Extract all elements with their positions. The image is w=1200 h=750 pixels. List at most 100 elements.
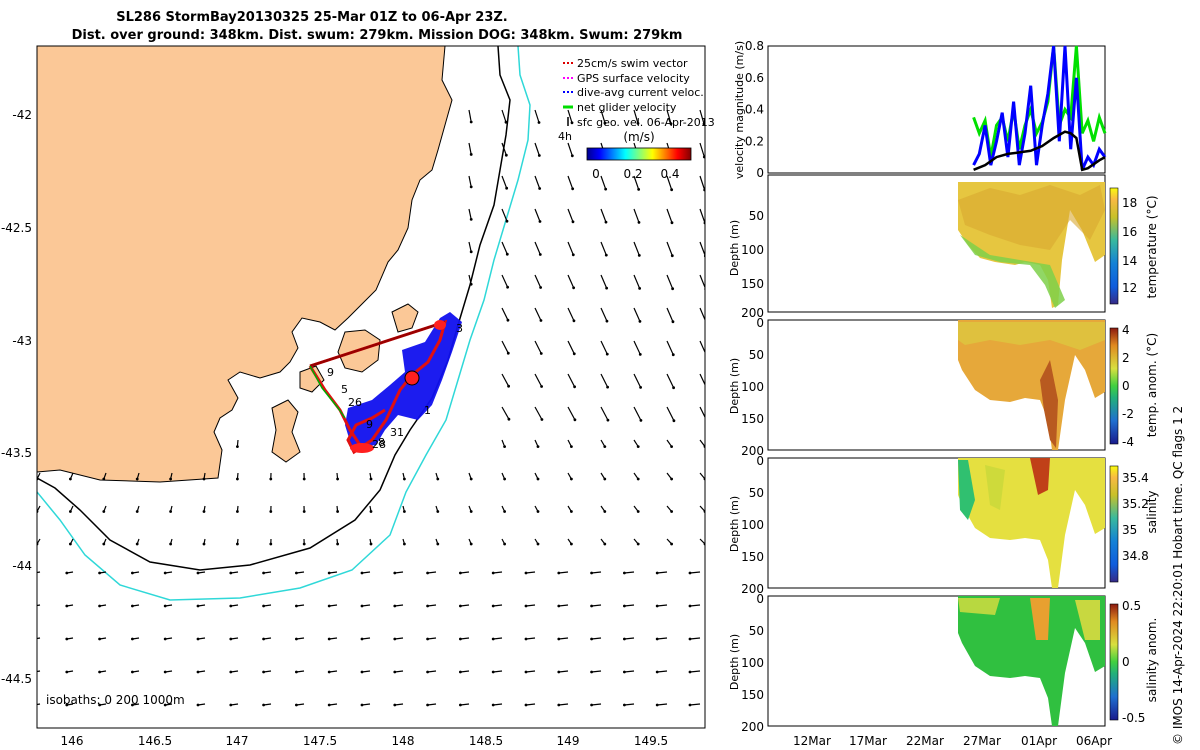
velocity-arrow-head	[369, 542, 373, 546]
velocity-arrow	[699, 406, 705, 419]
velocity-arrow	[501, 340, 509, 354]
velocity-arrow-head	[570, 154, 574, 158]
velocity-arrow-head	[98, 604, 101, 608]
velocity-arrow-head	[69, 542, 72, 546]
velocity-arrow-head	[327, 670, 331, 674]
velocity-arrow	[567, 241, 574, 256]
velocity-arrow-head	[603, 445, 607, 448]
track-label-2: 1	[424, 404, 431, 417]
time-tick-2: 22Mar	[906, 734, 944, 748]
temperature-ctick-1: 14	[1122, 254, 1137, 268]
velocity-arrow-head	[623, 703, 626, 707]
velocity-arrow-head	[636, 445, 640, 448]
velocity-arrow-head	[670, 510, 673, 513]
velocity-arrow-head	[262, 637, 265, 641]
velocity-arrow	[666, 340, 674, 355]
legend-entry-sfcgeo: sfc geo. vel. 06-Apr-2013	[567, 116, 715, 129]
velocity-arrow	[558, 604, 569, 607]
velocity-arrow-head	[702, 122, 705, 126]
velocity-arrow-head	[603, 542, 607, 546]
velocity-arrow-head	[295, 604, 298, 608]
velocity-arrow	[37, 604, 41, 607]
velocity-arrow-head	[229, 670, 233, 674]
velocity-arrow	[493, 637, 503, 640]
velocity-arrow-head	[426, 604, 429, 608]
velocity-arrow-head	[229, 571, 233, 575]
velocity-arrow-head	[571, 253, 575, 257]
temp-anom-ylabel: Depth (m)	[728, 358, 741, 414]
temp-anom-ctick-3: -2	[1122, 407, 1134, 421]
velocity-arrow-head	[459, 703, 462, 707]
velocity-arrow-head	[131, 604, 134, 608]
velocity-arrow	[567, 406, 576, 421]
velocity-arrow	[567, 373, 576, 388]
velocity-arrow-head	[670, 221, 674, 225]
velocity-arrow	[657, 637, 668, 640]
velocity-arrow	[699, 208, 705, 224]
velocity-arrow-head	[524, 703, 528, 707]
velocity-arrow-head	[436, 477, 440, 481]
velocity-arrow-head	[196, 604, 200, 608]
isobath-1000m	[37, 46, 531, 601]
velocity-ytick-1: 0.2	[745, 134, 764, 148]
velocity-arrow	[460, 670, 470, 673]
velocity-arrow-head	[327, 571, 331, 575]
velocity-arrow	[460, 637, 470, 640]
temperature-cticks: 12 14 16 18	[1122, 196, 1137, 295]
velocity-arrow-head	[102, 542, 106, 546]
lat-tick-3: -43.5	[1, 446, 32, 460]
velocity-arrow-head	[436, 542, 440, 546]
velocity-arrow-head	[229, 604, 233, 608]
lon-tick-4: 148	[392, 734, 415, 748]
temp-anom-ytick-1: 50	[749, 348, 764, 362]
velocity-arrow-head	[403, 477, 406, 481]
velocity-arrow-head	[536, 510, 540, 513]
land-tasmania	[37, 46, 453, 483]
velocity-arrow-head	[163, 604, 167, 608]
velocity-arrow-head	[702, 155, 705, 159]
temp-anom-section	[958, 320, 1105, 450]
salinity-mid	[985, 465, 1005, 510]
velocity-arrow-head	[573, 418, 577, 422]
velocity-arrow-head	[302, 542, 306, 546]
temp-anom-clabel: temp. anom. (°C)	[1145, 333, 1159, 437]
velocity-arrow	[633, 373, 642, 388]
velocity-arrow-head	[131, 637, 134, 641]
velocity-arrow	[689, 637, 701, 640]
track-label-3: 5	[341, 383, 348, 396]
velocity-arrow-head	[557, 604, 561, 608]
track-label-6: 31	[390, 426, 404, 439]
velocity-arrow-head	[670, 254, 674, 258]
velocity-arrow-head	[360, 670, 364, 674]
velocity-arrow-head	[459, 637, 462, 641]
velocity-arrow	[460, 571, 470, 574]
time-tick-4: 01Apr	[1021, 734, 1057, 748]
velocity-arrow	[624, 637, 635, 640]
track-labels: 9 3 1 5 26 9 31 8 28	[327, 322, 463, 451]
velocity-arrow-head	[33, 671, 36, 674]
isobaths-label: isobaths: 0 200 1000m	[46, 693, 185, 707]
velocity-arrow-head	[536, 445, 540, 448]
velocity-arrow-head	[327, 637, 331, 641]
velocity-arrow	[468, 175, 472, 188]
velocity-arrow-head	[503, 510, 506, 513]
velocity-arrow-head	[369, 477, 373, 481]
velocity-arrow	[600, 208, 607, 223]
velocity-arrow-head	[202, 542, 206, 546]
velocity-arrow-head	[572, 319, 576, 323]
velocity-arrow-head	[636, 510, 640, 513]
velocity-arrow	[501, 142, 507, 156]
velocity-arrow-head	[688, 670, 692, 674]
map-colorbar	[586, 147, 692, 161]
colorbar-tick-2: 0.4	[660, 167, 679, 181]
velocity-arrow	[493, 604, 503, 607]
velocity-arrow-head	[262, 604, 265, 608]
velocity-arrow-head	[503, 445, 506, 448]
hour-marker: 4h	[558, 130, 572, 143]
salinity-anom-right	[1075, 600, 1100, 640]
velocity-arrow-head	[98, 637, 101, 641]
salinity-anom-ytick-1: 50	[749, 624, 764, 638]
velocity-arrow-head	[655, 670, 659, 674]
velocity-arrow	[633, 109, 639, 124]
